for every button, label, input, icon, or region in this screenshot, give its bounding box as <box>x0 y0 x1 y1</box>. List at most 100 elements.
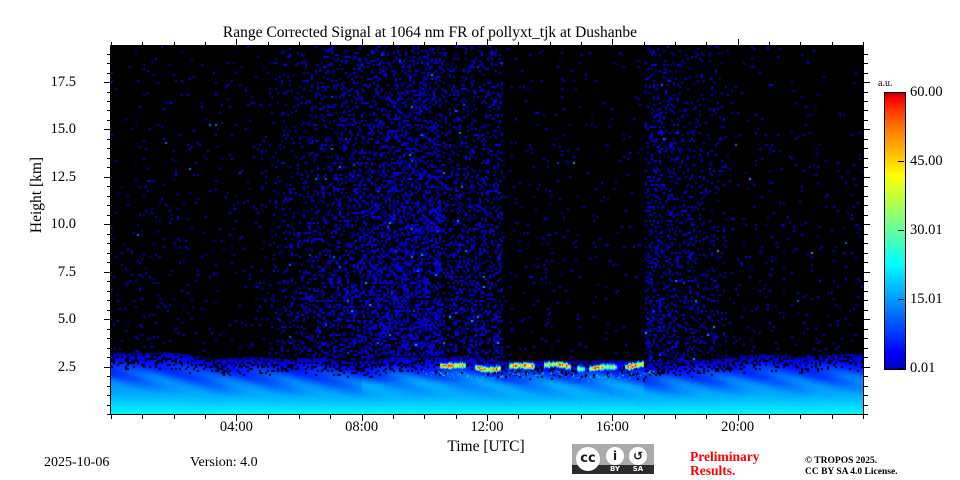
axis-tick <box>106 376 110 377</box>
axis-tick <box>864 73 868 74</box>
axis-tick <box>106 310 110 311</box>
axis-tick <box>518 41 519 45</box>
axis-tick <box>106 54 110 55</box>
axis-tick <box>106 281 110 282</box>
axis-tick <box>864 300 868 301</box>
page-title: Range Corrected Signal at 1064 nm FR of … <box>222 24 638 41</box>
colorbar-tick <box>898 230 904 231</box>
axis-tick <box>106 139 110 140</box>
axis-tick <box>864 224 870 225</box>
axis-tick <box>456 41 457 45</box>
colorbar-tick <box>898 368 904 369</box>
axis-tick <box>106 234 110 235</box>
x-tick-label: 16:00 <box>595 419 629 435</box>
x-tick-label: 08:00 <box>345 419 379 435</box>
x-tick-label: 12:00 <box>470 419 504 435</box>
axis-tick <box>111 41 112 45</box>
colorbar-tick-label: 45.00 <box>910 153 943 169</box>
colorbar-tick-label: 30.01 <box>910 222 943 238</box>
axis-tick <box>487 39 488 45</box>
axis-tick <box>142 41 143 45</box>
axis-tick <box>864 120 868 121</box>
axis-tick <box>769 415 770 419</box>
axis-tick <box>106 395 110 396</box>
colorbar-tick-label: 15.01 <box>910 291 943 307</box>
axis-tick <box>644 415 645 419</box>
cc-by-label: BY <box>609 465 621 473</box>
axis-tick <box>174 415 175 419</box>
axis-tick <box>864 357 868 358</box>
axis-tick <box>104 82 110 83</box>
colorbar-tick-label: 0.01 <box>910 360 936 376</box>
axis-tick <box>424 41 425 45</box>
copyright-notice: © TROPOS 2025. CC BY SA 4.0 License. <box>805 456 898 478</box>
axis-tick <box>106 338 110 339</box>
axis-tick <box>104 224 110 225</box>
axis-tick <box>864 281 868 282</box>
axis-tick <box>106 63 110 64</box>
axis-tick <box>487 415 488 421</box>
axis-tick <box>106 243 110 244</box>
cc-sa-label: SA <box>632 465 644 473</box>
axis-tick <box>393 415 394 419</box>
axis-tick <box>675 41 676 45</box>
axis-tick <box>106 205 110 206</box>
axis-tick <box>330 41 331 45</box>
axis-tick <box>832 41 833 45</box>
axis-tick <box>104 177 110 178</box>
axis-tick <box>268 415 269 419</box>
axis-tick <box>800 415 801 419</box>
axis-tick <box>106 167 110 168</box>
y-tick-label: 5.0 <box>57 311 76 328</box>
preliminary-results-notice: Preliminary Results. <box>690 450 790 478</box>
axis-tick <box>236 415 237 421</box>
axis-tick <box>864 158 868 159</box>
axis-tick <box>612 39 613 45</box>
axis-tick <box>864 92 868 93</box>
axis-tick <box>738 39 739 45</box>
axis-tick <box>864 367 870 368</box>
axis-tick <box>864 319 870 320</box>
attribution-person-icon: i <box>606 447 624 465</box>
axis-tick <box>864 186 868 187</box>
axis-tick <box>738 415 739 421</box>
axis-tick <box>864 405 868 406</box>
axis-tick <box>456 415 457 419</box>
x-tick-label: 20:00 <box>721 419 755 435</box>
axis-tick <box>106 414 110 415</box>
colorbar-unit-label: a.u. <box>878 78 893 89</box>
colorbar[interactable] <box>884 92 906 370</box>
axis-tick <box>106 348 110 349</box>
plot-area[interactable] <box>110 45 864 415</box>
axis-tick <box>393 41 394 45</box>
axis-tick <box>863 41 864 45</box>
axis-tick <box>104 129 110 130</box>
axis-tick <box>864 262 868 263</box>
axis-tick <box>864 196 868 197</box>
cc-license-badge-icon[interactable]: cc i ↺ BY SA <box>572 444 654 474</box>
axis-tick <box>362 39 363 45</box>
axis-tick <box>104 367 110 368</box>
colorbar-tick <box>898 299 904 300</box>
heatmap-canvas <box>111 46 863 414</box>
x-tick-label: 04:00 <box>219 419 253 435</box>
axis-tick <box>111 415 112 419</box>
y-tick-label: 7.5 <box>57 263 76 280</box>
axis-tick <box>864 414 868 415</box>
colorbar-tick-label: 60.00 <box>910 84 943 100</box>
axis-tick <box>106 110 110 111</box>
axis-tick <box>581 415 582 419</box>
axis-tick <box>106 253 110 254</box>
axis-tick <box>706 415 707 419</box>
cc-badge-strip <box>572 465 654 474</box>
axis-tick <box>106 357 110 358</box>
y-axis-label: Height [km] <box>28 156 45 234</box>
axis-tick <box>581 41 582 45</box>
axis-tick <box>106 196 110 197</box>
axis-tick <box>142 415 143 419</box>
footer-version: Version: 4.0 <box>190 455 258 470</box>
axis-tick <box>330 415 331 419</box>
preliminary-line-1: Preliminary <box>690 449 760 464</box>
axis-tick <box>106 186 110 187</box>
